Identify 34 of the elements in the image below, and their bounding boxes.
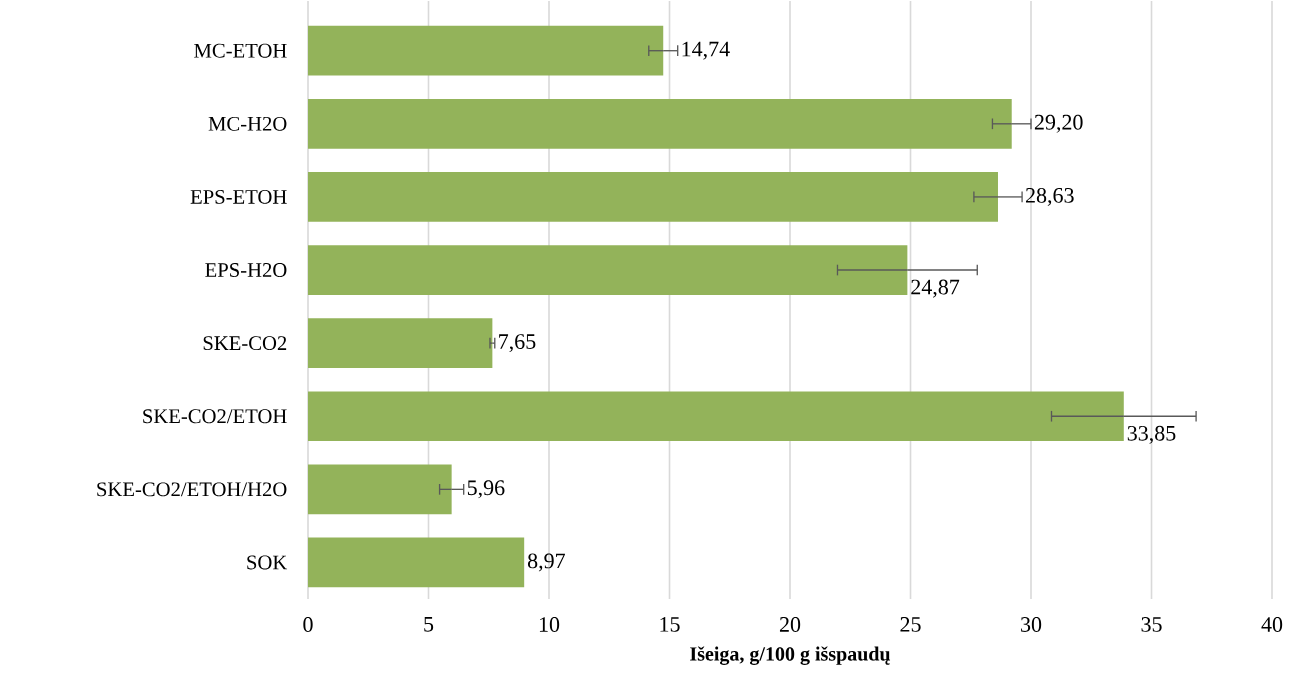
x-tick-label: 20 — [779, 617, 801, 632]
x-tick-label: 30 — [1021, 617, 1042, 632]
x-axis-title: Išeiga, g/100 g išspaudų — [690, 646, 891, 665]
y-tick-label: EPS-ETOH — [190, 189, 287, 204]
y-tick-label: SOK — [247, 555, 288, 570]
bar — [308, 98, 1012, 149]
data-label: 7,65 — [499, 334, 536, 353]
y-tick-label: SKE-CO2/ETOH/H2O — [97, 482, 287, 497]
y-tick-label: SKE-CO2 — [203, 336, 287, 351]
data-label: 8,97 — [527, 553, 565, 572]
x-tick-label: 0 — [303, 617, 313, 632]
bar — [308, 172, 998, 222]
data-label: 5,96 — [467, 480, 505, 499]
x-tick-label: 15 — [660, 617, 680, 632]
x-tick-label: 10 — [539, 617, 560, 632]
x-tick-label: 35 — [1141, 617, 1162, 632]
bar — [308, 318, 493, 368]
y-tick-label: MC-ETOH — [194, 43, 287, 58]
data-label: 14,74 — [682, 41, 730, 60]
data-label: 24,87 — [911, 279, 960, 298]
data-label: 33,85 — [1127, 425, 1176, 444]
bar — [308, 25, 664, 76]
bar — [308, 245, 908, 295]
x-tick-label: 5 — [424, 617, 434, 632]
y-tick-label: MC-H2O — [208, 116, 287, 131]
y-tick-label: SKE-CO2/ETOH — [143, 409, 287, 424]
x-tick-label: 25 — [900, 617, 921, 632]
data-label: 28,63 — [1025, 187, 1074, 206]
x-tick-label: 40 — [1261, 617, 1283, 632]
y-tick-label: EPS-H2O — [205, 263, 287, 277]
bar — [308, 391, 1124, 442]
data-label: 29,20 — [1034, 114, 1083, 133]
bar — [308, 464, 452, 515]
bar — [308, 537, 525, 588]
